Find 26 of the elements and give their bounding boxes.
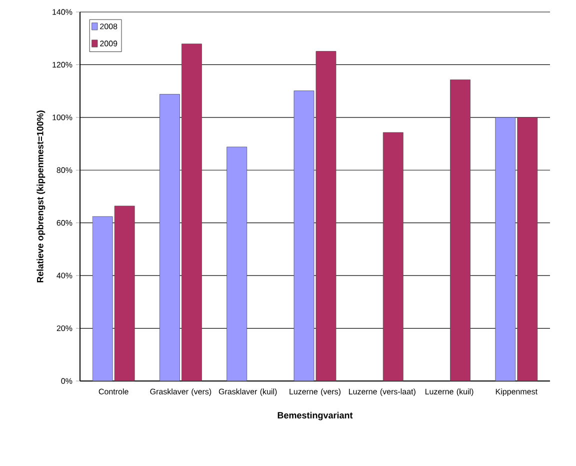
x-tick-label: Luzerne (vers-laat) — [349, 388, 416, 396]
x-tick-label: Grasklaver (kuil) — [218, 388, 277, 396]
bar — [382, 132, 404, 381]
x-tick-label: Luzerne (vers) — [290, 388, 340, 396]
y-tick-label: 0% — [61, 378, 72, 384]
y-axis-title: Relatieve opbrengst (kippenmest=100%) — [36, 110, 46, 282]
bar — [226, 146, 248, 381]
x-tick-label: Controle — [98, 388, 128, 394]
x-tick-label: Luzerne (kuil) — [425, 388, 474, 396]
bar — [316, 51, 336, 381]
y-tick-label: 80% — [56, 167, 72, 173]
y-tick-label: 120% — [52, 62, 72, 68]
bar — [450, 80, 470, 381]
y-tick-label: 20% — [56, 325, 72, 332]
x-tick-label: Kippenmest — [496, 388, 538, 396]
bar — [517, 117, 538, 381]
x-tick-label: Grasklaver (vers) — [150, 388, 212, 396]
bar — [182, 44, 202, 381]
legend-label: 2009 — [100, 40, 118, 46]
y-tick-label: 100% — [52, 114, 72, 120]
legend-label: 2008 — [100, 24, 118, 30]
bar — [114, 206, 135, 381]
y-tick-label: 40% — [56, 272, 72, 278]
y-tick-label: 140% — [52, 9, 72, 15]
y-tick-label: 60% — [56, 220, 72, 226]
x-axis-title: Bemestingvariant — [278, 412, 353, 420]
